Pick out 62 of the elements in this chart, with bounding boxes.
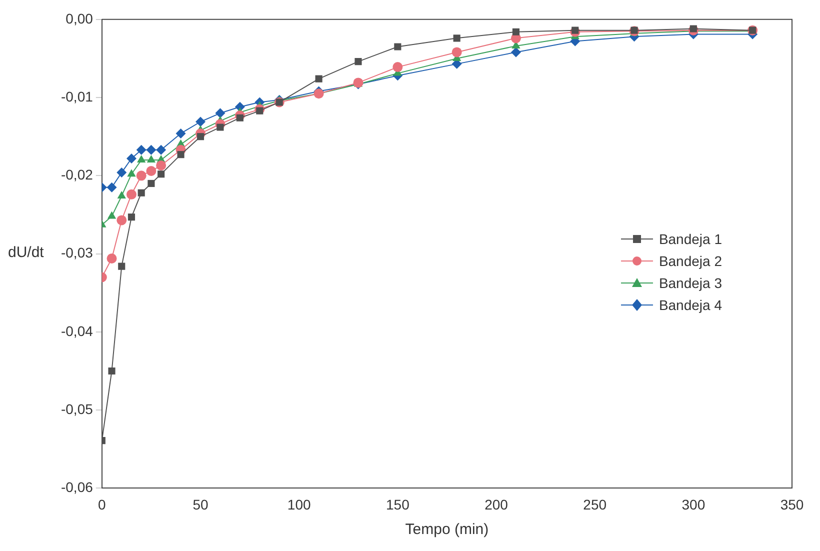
point xyxy=(117,190,126,198)
legend-label: Bandeja 3 xyxy=(658,275,722,291)
point xyxy=(146,144,156,155)
y-tick-label: -0,05 xyxy=(60,400,94,417)
point xyxy=(148,180,155,188)
x-tick-label: 250 xyxy=(583,496,607,512)
point xyxy=(176,128,186,138)
point xyxy=(146,166,156,176)
y-tick-label: -0,04 xyxy=(60,322,94,339)
legend-label: Bandeja 1 xyxy=(658,231,722,247)
y-tick-label: -0,02 xyxy=(60,166,94,183)
point xyxy=(156,160,166,171)
point xyxy=(158,170,165,178)
point xyxy=(106,182,117,192)
x-axis-title: Tempo (min) xyxy=(405,521,489,538)
point xyxy=(127,169,136,177)
point xyxy=(216,124,224,131)
x-tick-label: 300 xyxy=(682,496,706,512)
point xyxy=(314,88,324,99)
point xyxy=(137,155,146,163)
point xyxy=(116,168,127,178)
point xyxy=(136,144,146,155)
point xyxy=(138,189,145,196)
point xyxy=(126,153,136,164)
point xyxy=(108,367,116,375)
x-tick-label: 0 xyxy=(98,496,106,512)
point xyxy=(118,262,126,270)
legend-label: Bandeja 4 xyxy=(658,297,722,313)
point xyxy=(354,58,362,66)
x-tick-label: 100 xyxy=(287,496,311,512)
y-tick-label: -0,03 xyxy=(60,244,94,261)
x-tick-label: 350 xyxy=(780,496,804,512)
y-axis-title: dU/dt xyxy=(8,244,44,261)
point xyxy=(196,133,204,140)
point xyxy=(128,214,136,221)
point xyxy=(195,116,206,127)
point xyxy=(146,155,156,163)
x-tick-label: 200 xyxy=(484,496,508,512)
point xyxy=(453,34,460,42)
point xyxy=(126,189,136,200)
point xyxy=(572,26,579,34)
point xyxy=(510,47,521,58)
y-tick-label: -0,06 xyxy=(60,479,94,496)
point xyxy=(107,211,116,219)
x-tick-label: 150 xyxy=(386,496,410,512)
point xyxy=(394,43,402,50)
point xyxy=(452,47,462,58)
x-tick-label: 50 xyxy=(192,496,208,512)
point xyxy=(106,253,117,264)
point xyxy=(512,28,520,36)
y-tick-label: -0,01 xyxy=(60,88,94,104)
point xyxy=(136,170,146,181)
point xyxy=(156,144,166,155)
point xyxy=(256,107,264,114)
point xyxy=(315,75,322,82)
point xyxy=(177,151,184,158)
point xyxy=(116,215,127,226)
legend-label: Bandeja 2 xyxy=(658,253,722,269)
point xyxy=(236,114,244,122)
y-tick-label: 0,00 xyxy=(66,10,94,26)
point xyxy=(215,108,226,118)
point xyxy=(392,62,403,72)
